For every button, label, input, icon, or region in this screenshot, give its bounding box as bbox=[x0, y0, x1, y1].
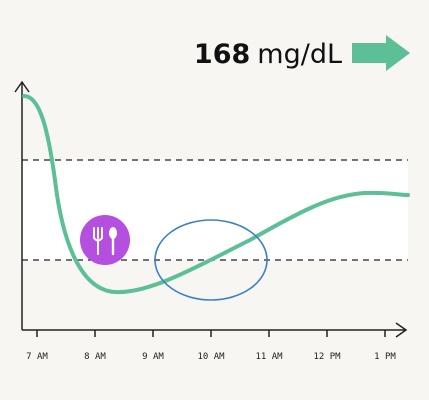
time-label: 8 AM bbox=[84, 352, 106, 362]
time-label: 7 AM bbox=[26, 352, 48, 362]
time-label: 9 AM bbox=[142, 352, 164, 362]
glucose-curve bbox=[22, 94, 410, 295]
reading-value: 168 bbox=[194, 39, 250, 70]
time-ticks: 7 AM 8 AM 9 AM 10 AM 11 AM 12 PM 1 PM bbox=[26, 330, 396, 362]
trend-arrow bbox=[352, 35, 410, 71]
time-label: 10 AM bbox=[197, 352, 225, 362]
time-label: 12 PM bbox=[313, 352, 341, 362]
meal-icon bbox=[80, 215, 130, 265]
y-axis-arrow bbox=[14, 80, 30, 93]
target-range bbox=[22, 160, 408, 260]
x-axis-arrow bbox=[395, 322, 408, 338]
time-label: 11 AM bbox=[255, 352, 283, 362]
reading: 168 mg/dL bbox=[194, 39, 342, 70]
time-label: 1 PM bbox=[374, 352, 396, 362]
reading-unit: mg/dL bbox=[257, 39, 342, 70]
highlight-ellipse bbox=[154, 219, 268, 301]
